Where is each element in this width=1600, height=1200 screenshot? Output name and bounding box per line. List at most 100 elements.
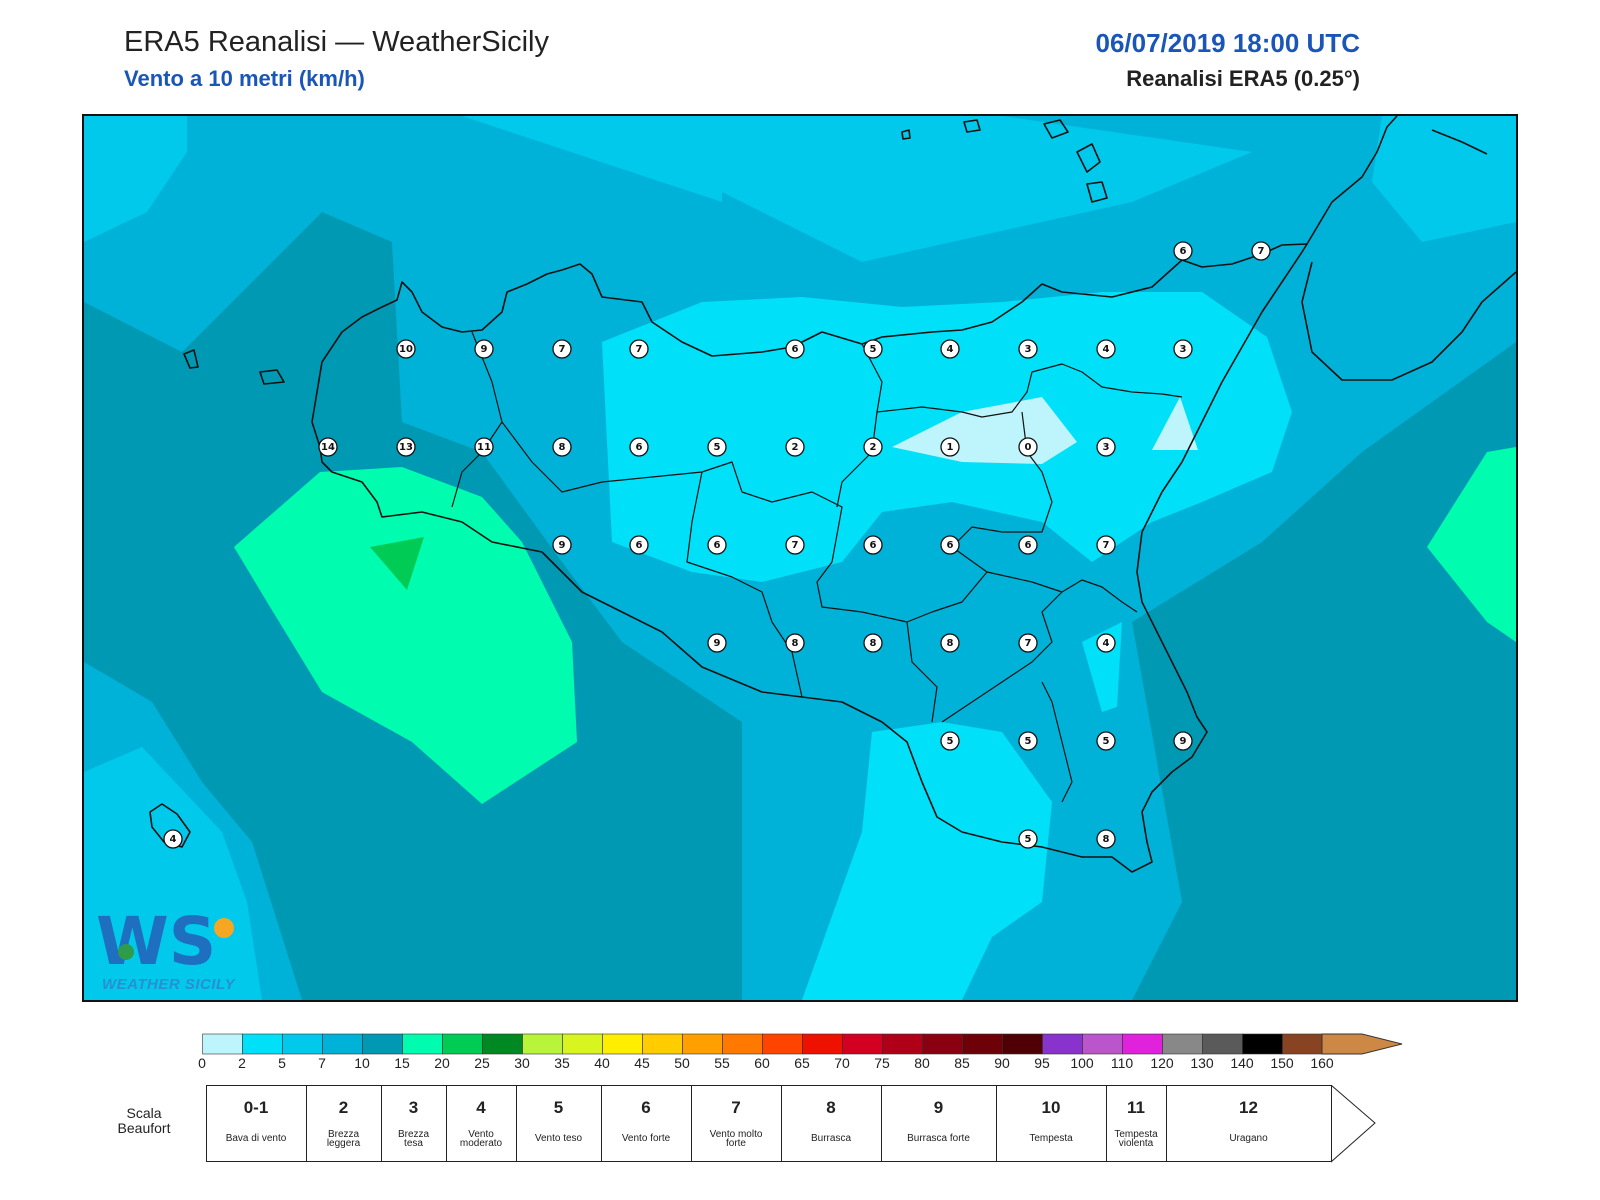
- wind-value-marker: 5: [707, 437, 727, 457]
- scale-segment: [1242, 1033, 1283, 1055]
- beaufort-item: 8 Burrasca: [781, 1085, 882, 1162]
- wind-value-label: 8: [1103, 834, 1110, 845]
- color-scale-svg: [202, 1033, 1403, 1055]
- wind-value-circle: [1096, 731, 1116, 751]
- beaufort-box: [601, 1085, 692, 1162]
- field-5-7-ne: [1372, 116, 1516, 242]
- wind-value-marker: 2: [785, 437, 805, 457]
- wind-value-marker: 6: [629, 437, 649, 457]
- calabria-coastline-north: [1431, 129, 1488, 155]
- wind-value-label: 7: [1258, 246, 1265, 257]
- beaufort-item: 12 Uragano: [1166, 1085, 1332, 1162]
- wind-value-circle: [629, 535, 649, 555]
- wind-value-circle: [552, 339, 572, 359]
- field-15-20-east: [1427, 447, 1516, 642]
- logo-caption: WEATHER SICILY: [102, 976, 236, 993]
- wind-value-marker: 4: [163, 829, 183, 849]
- wind-value-marker: 4: [1096, 633, 1116, 653]
- scale-segment: [282, 1033, 323, 1055]
- beaufort-item: 10 Tempesta: [996, 1085, 1107, 1162]
- scale-segment: [682, 1033, 723, 1055]
- scale-segment: [562, 1033, 603, 1055]
- scale-tick-label: 150: [1270, 1055, 1294, 1071]
- scale-segment: [362, 1033, 403, 1055]
- scale-tick-label: 25: [474, 1055, 490, 1071]
- scale-tick-label: 75: [874, 1055, 890, 1071]
- scale-segment: [442, 1033, 483, 1055]
- beaufort-number: 3: [409, 1098, 418, 1117]
- scale-segment: [242, 1033, 283, 1055]
- wind-value-marker: 8: [940, 633, 960, 653]
- wind-value-circle: [396, 339, 416, 359]
- beaufort-description: Burrasca forte: [907, 1133, 970, 1144]
- wind-value-label: 5: [714, 442, 721, 453]
- wind-value-label: 6: [870, 540, 877, 551]
- scale-segment: [1162, 1033, 1203, 1055]
- wind-value-circle: [940, 731, 960, 751]
- beaufort-description: Tempesta: [1029, 1133, 1073, 1144]
- wind-value-label: 3: [1103, 442, 1110, 453]
- beaufort-number: 9: [934, 1098, 943, 1117]
- beaufort-box: [516, 1085, 602, 1162]
- wind-value-marker: 10: [396, 339, 416, 359]
- coastlines: [149, 116, 1516, 873]
- wind-value-marker: 13: [396, 437, 416, 457]
- lipari-island: [1076, 143, 1101, 173]
- scale-segment-arrow: [1321, 1033, 1403, 1055]
- wind-value-label: 6: [714, 540, 721, 551]
- province-border-9: [941, 591, 1063, 723]
- beaufort-item: 9 Burrasca forte: [881, 1085, 997, 1162]
- wind-value-marker: 5: [863, 339, 883, 359]
- wind-value-marker: 11: [474, 437, 494, 457]
- wind-value-marker: 6: [629, 535, 649, 555]
- scale-tick-label: 30: [514, 1055, 530, 1071]
- beaufort-number: 8: [826, 1098, 835, 1117]
- beaufort-description: Vento teso: [535, 1133, 583, 1144]
- wind-value-label: 7: [559, 344, 566, 355]
- wind-value-label: 5: [1025, 834, 1032, 845]
- wind-value-marker: 5: [1018, 731, 1038, 751]
- wind-value-marker: 7: [785, 535, 805, 555]
- beaufort-description: Uragano: [1229, 1133, 1268, 1144]
- scale-segment: [722, 1033, 763, 1055]
- wind-value-label: 9: [714, 638, 721, 649]
- wind-value-label: 4: [170, 834, 177, 845]
- scale-segment: [1202, 1033, 1243, 1055]
- scale-segment: [842, 1033, 883, 1055]
- wind-value-label: 8: [792, 638, 799, 649]
- wind-value-label: 1: [947, 442, 954, 453]
- wind-value-marker: 9: [474, 339, 494, 359]
- wind-value-label: 13: [399, 442, 413, 453]
- wind-value-label: 6: [1180, 246, 1187, 257]
- wind-value-marker: 7: [1251, 241, 1271, 261]
- scale-segment: [922, 1033, 963, 1055]
- wind-value-marker: 4: [1096, 339, 1116, 359]
- wind-value-marker: 8: [552, 437, 572, 457]
- wind-value-label: 9: [559, 540, 566, 551]
- wind-value-marker: 8: [863, 633, 883, 653]
- wind-value-label: 8: [559, 442, 566, 453]
- wind-value-label: 5: [870, 344, 877, 355]
- scale-segment: [642, 1033, 683, 1055]
- wind-value-circle: [1018, 633, 1038, 653]
- sicily-coastline: [311, 243, 1308, 873]
- scale-tick-label: 90: [994, 1055, 1010, 1071]
- province-border-10: [1041, 681, 1073, 803]
- wind-value-markers: 6 710 9 7 7 6 5 4 3 4 314 13 11 8 6 5 2 2 1 0 39 6 6 7 6 6 6 79 8 8 8 7…: [163, 241, 1271, 849]
- beaufort-box: [691, 1085, 782, 1162]
- favignana-island: [259, 369, 285, 385]
- wind-value-label: 7: [1025, 638, 1032, 649]
- beaufort-arrow: [1331, 1085, 1376, 1163]
- logo-graphic: WS: [96, 903, 234, 980]
- wind-value-circle: [940, 633, 960, 653]
- province-border-6: [876, 363, 1183, 418]
- wind-value-circle: [1018, 829, 1038, 849]
- field-5-7-tyrrhenian: [722, 116, 1252, 262]
- beaufort-item: 2 Brezza leggera: [306, 1085, 382, 1162]
- wind-value-circle: [1096, 829, 1116, 849]
- wind-value-circle: [1173, 339, 1193, 359]
- scale-segment: [1042, 1033, 1083, 1055]
- scale-tick-label: 60: [754, 1055, 770, 1071]
- beaufort-box: [306, 1085, 382, 1162]
- wind-value-circle: [552, 437, 572, 457]
